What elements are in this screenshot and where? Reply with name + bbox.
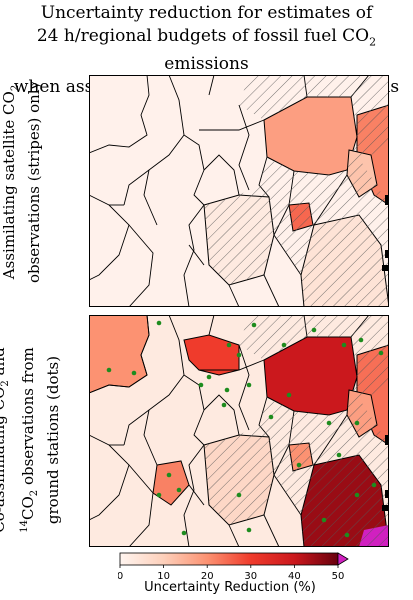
region-border — [89, 194, 130, 281]
ground-station-dot — [106, 367, 112, 373]
colorbar-tick-label: 10 — [157, 571, 170, 580]
region-border — [128, 464, 154, 547]
edge-block — [385, 435, 389, 445]
region-border — [203, 394, 240, 436]
colorbar-tick-label: 50 — [332, 571, 345, 580]
region-border — [238, 104, 250, 191]
ground-station-dot — [296, 462, 302, 468]
ground-station-dot — [246, 527, 252, 533]
ground-station-dot — [246, 382, 252, 388]
map-frame — [89, 315, 389, 547]
title-line-2: 24 h/regional budgets of fossil fuel CO2… — [36, 26, 377, 75]
edge-block — [382, 265, 389, 271]
ground-station-dot — [371, 482, 377, 488]
ground-station-dot — [326, 420, 332, 426]
edge-block — [385, 195, 389, 205]
panel1-label: Assimilating satellite CO2 observations … — [0, 80, 43, 284]
region-border — [228, 524, 240, 547]
ground-station-dot — [286, 392, 292, 398]
ground-station-dot — [251, 322, 257, 328]
region-border — [208, 75, 215, 96]
map-panel-co-assimilation — [89, 315, 389, 547]
region-border — [188, 244, 205, 266]
region-border — [89, 434, 130, 521]
region-border — [203, 154, 240, 196]
edge-block — [385, 490, 389, 498]
region-border — [208, 315, 215, 336]
ground-station-dot — [354, 492, 360, 498]
ground-station-dot — [224, 387, 230, 393]
region-border — [143, 169, 158, 226]
region-border — [199, 119, 265, 131]
map-frame — [89, 75, 389, 307]
ground-station-dot — [226, 342, 232, 348]
ground-station-dot — [236, 352, 242, 358]
region-border — [188, 484, 205, 506]
ground-station-dot — [378, 350, 384, 356]
ground-station-dot — [354, 420, 360, 426]
region-border — [183, 204, 205, 307]
colorbar: 0 10 20 30 40 50 — [118, 552, 349, 580]
ground-station-dot — [236, 492, 242, 498]
region-paris — [152, 460, 190, 506]
region-border — [123, 315, 185, 446]
region-border — [199, 359, 265, 371]
region-border — [263, 514, 280, 547]
ground-station-dot — [311, 327, 317, 333]
satellite-stripes — [204, 75, 389, 307]
ground-station-dot — [131, 370, 137, 376]
region-border — [238, 344, 250, 431]
ground-station-dot — [198, 382, 204, 388]
ground-station-dot — [341, 342, 347, 348]
ground-station-dot — [358, 337, 364, 343]
ground-station-dot — [321, 517, 327, 523]
region-benelux-coast — [183, 334, 240, 376]
ground-station-dot — [221, 402, 227, 408]
ground-station-dot — [206, 374, 212, 380]
colorbar-tick-label: 40 — [288, 571, 301, 580]
ground-station-dot — [344, 532, 350, 538]
panel2-label: Co-assimilating CO2 and 14CO2 observatio… — [0, 347, 62, 533]
colorbar-label: Uncertainty Reduction (%) — [144, 580, 316, 595]
edge-block — [385, 250, 389, 258]
colorbar-gradient — [119, 552, 339, 566]
ground-station-dot — [336, 452, 342, 458]
edge-block — [382, 505, 389, 511]
region-border — [128, 224, 154, 307]
satellite-stripes — [204, 315, 389, 547]
region-border — [143, 409, 158, 466]
ground-station-dot — [156, 492, 162, 498]
ground-station-dot — [176, 487, 182, 493]
ground-station-dot — [156, 320, 162, 326]
region-border — [123, 75, 185, 206]
ground-station-dot — [281, 342, 287, 348]
ground-station-dot — [268, 414, 274, 420]
region-border — [228, 284, 240, 307]
region-border — [263, 274, 280, 307]
region-border — [89, 75, 150, 154]
colorbar-tick-label: 30 — [244, 571, 257, 580]
ground-station-dot — [181, 530, 187, 536]
region-border — [89, 315, 150, 394]
colorbar-tick-label: 20 — [201, 571, 214, 580]
title-line-1: Uncertainty reduction for estimates of — [40, 3, 373, 23]
ground-station-dot — [166, 472, 172, 478]
colorbar-extend-max — [337, 552, 349, 566]
colorbar-tick-label: 0 — [118, 571, 123, 580]
map-panel-satellite-only — [89, 75, 389, 307]
region-border — [183, 444, 205, 547]
